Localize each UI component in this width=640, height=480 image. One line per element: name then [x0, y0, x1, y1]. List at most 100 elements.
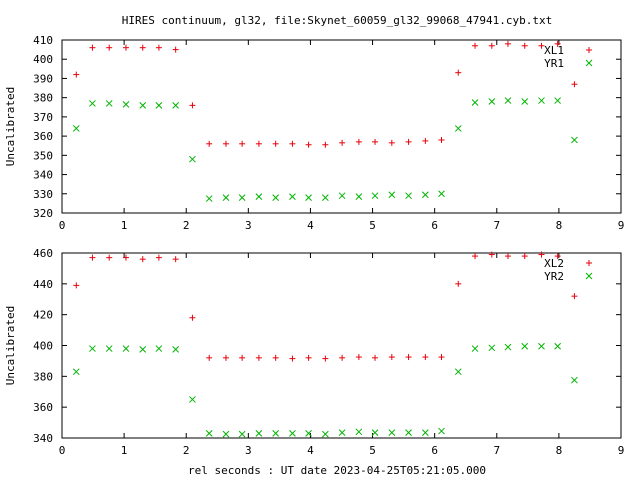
data-point — [289, 430, 296, 437]
data-point-stroke-b — [155, 102, 163, 109]
data-point — [72, 368, 80, 376]
data-point — [488, 251, 495, 258]
data-point-stroke-b — [554, 97, 562, 104]
data-point-stroke-b — [388, 191, 396, 199]
data-point — [155, 44, 162, 51]
data-point — [155, 345, 163, 352]
data-point — [289, 193, 296, 201]
data-point-stroke-b — [305, 194, 312, 201]
data-point-stroke-b — [89, 100, 96, 107]
panel-1-series-yr1 — [72, 97, 578, 202]
data-point — [239, 140, 246, 147]
data-point — [322, 141, 329, 148]
data-point — [322, 355, 329, 362]
data-point-stroke-b — [504, 97, 512, 104]
panel-2-legend-marker-yr2-stroke-b — [585, 272, 593, 280]
data-point — [305, 194, 312, 201]
data-point — [521, 253, 528, 260]
data-point-stroke-b — [521, 98, 529, 105]
chart-title: HIRES continuum, gl32, file:Skynet_60059… — [122, 14, 552, 27]
data-point — [438, 136, 445, 143]
data-point — [89, 345, 96, 352]
data-point — [305, 141, 312, 148]
data-point — [504, 343, 512, 351]
data-point-stroke-b — [371, 192, 379, 200]
data-point — [504, 253, 511, 260]
data-point — [255, 430, 263, 437]
data-point — [538, 342, 545, 350]
data-point — [189, 396, 196, 403]
data-point — [105, 100, 113, 107]
panel-2: 0 1 2 3 4 5 6 7 8 9 340 360 380 400 420 440 460 Uncalibra… — [4, 247, 624, 457]
data-point — [139, 346, 147, 353]
panel-1-legend-marker-xl1 — [586, 47, 592, 53]
data-point-stroke-b — [222, 194, 230, 201]
data-point — [222, 194, 230, 201]
data-point — [488, 42, 495, 49]
panel-2-x-tick-label: 5 — [369, 444, 376, 457]
data-point-stroke-b — [421, 191, 429, 199]
panel-1-legend-label-yr1: YR1 — [544, 57, 564, 70]
panel-2-legend-marker-xl2 — [586, 260, 592, 266]
data-point-stroke-b — [355, 428, 363, 436]
data-point-stroke-b — [421, 429, 429, 436]
data-point-stroke-b — [371, 429, 379, 436]
data-point — [321, 194, 329, 201]
data-point-stroke-b — [338, 192, 346, 200]
data-point — [438, 354, 445, 361]
data-point — [122, 101, 130, 108]
panel-2-x-tick-label: 4 — [307, 444, 314, 457]
data-point — [222, 354, 229, 361]
data-point-stroke-b — [454, 368, 462, 376]
data-point — [355, 138, 362, 145]
data-point-stroke-b — [405, 429, 412, 436]
data-point — [571, 293, 578, 300]
data-point — [521, 42, 528, 49]
data-point-stroke-b — [571, 136, 578, 144]
panel-1-y-tick-label: 410 — [33, 34, 53, 47]
data-point — [73, 282, 80, 289]
data-point — [222, 140, 229, 147]
data-point-stroke-b — [538, 97, 545, 104]
data-point — [355, 354, 362, 361]
data-point-stroke-b — [172, 102, 180, 109]
data-point — [372, 138, 379, 145]
panel-1-legend-label-xl1: XL1 — [544, 44, 564, 57]
data-point — [172, 346, 180, 353]
panel-1-plot-frame — [61, 39, 622, 214]
data-point-stroke-b — [139, 102, 147, 109]
panel-1-y-tick-label: 330 — [33, 188, 53, 201]
data-point-stroke-b — [355, 193, 363, 201]
data-point — [521, 342, 529, 350]
panel-1-y-tick-label: 370 — [33, 111, 53, 124]
data-point-stroke-b — [305, 430, 312, 437]
data-point-stroke-b — [538, 342, 545, 350]
panel-2-x-tick-label: 8 — [556, 444, 563, 457]
data-point — [139, 44, 146, 51]
data-point — [205, 195, 213, 202]
data-point-stroke-b — [438, 190, 445, 198]
data-point-stroke-b — [321, 194, 329, 201]
data-point — [388, 139, 395, 146]
panel-1-series-xl1 — [73, 40, 578, 148]
data-point-stroke-b — [205, 195, 213, 202]
panel-2-x-tick-label: 1 — [121, 444, 128, 457]
data-point — [554, 342, 562, 350]
data-point — [438, 427, 445, 435]
panel-2-y-tick-label: 440 — [33, 278, 53, 291]
data-point — [139, 256, 146, 263]
panel-1-x-tick-label: 1 — [121, 219, 128, 232]
data-point-stroke-b — [471, 345, 479, 352]
data-point — [405, 192, 412, 200]
data-point — [206, 140, 213, 147]
data-point — [554, 40, 561, 47]
data-point — [205, 430, 213, 437]
data-point — [438, 190, 445, 198]
data-point — [238, 430, 246, 438]
data-point — [388, 191, 396, 199]
data-point — [272, 194, 280, 201]
data-point — [504, 97, 512, 104]
data-point — [405, 354, 412, 361]
data-point — [488, 98, 496, 105]
panel-2-x-tick-label: 9 — [618, 444, 625, 457]
